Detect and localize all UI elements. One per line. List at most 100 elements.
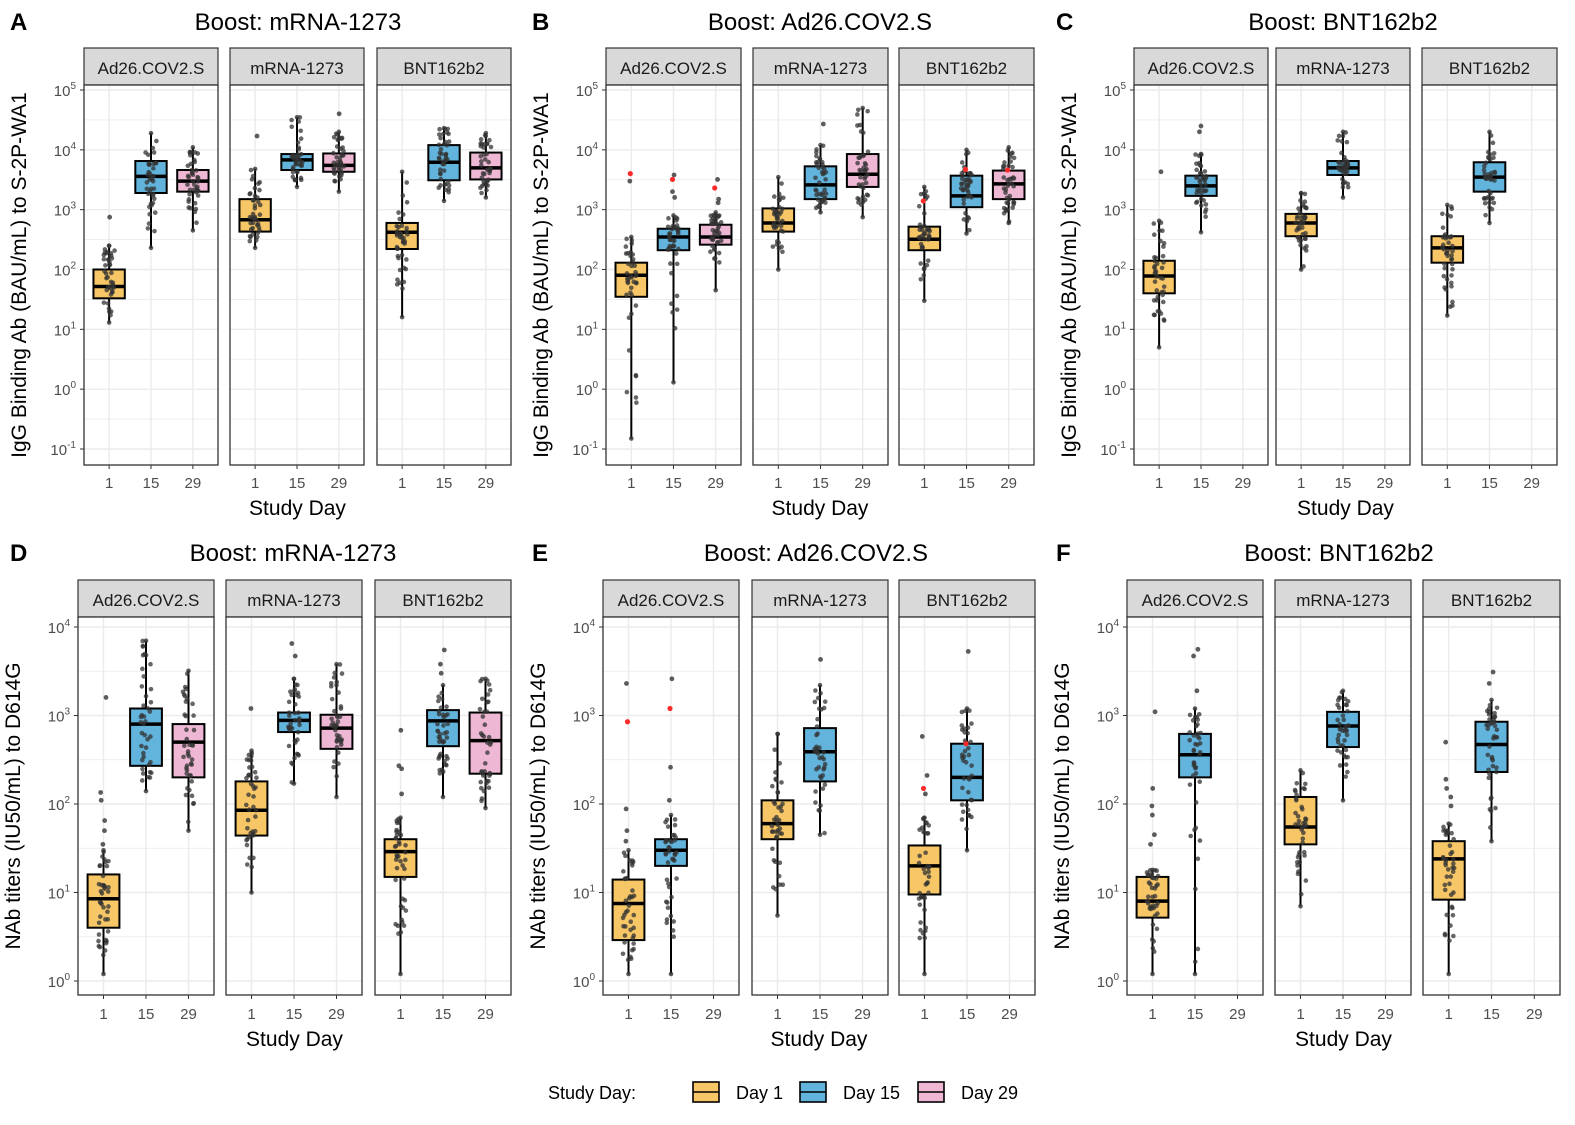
- data-point: [248, 167, 254, 173]
- data-point: [183, 699, 189, 704]
- data-point-outlier: [715, 177, 720, 182]
- data-point: [296, 753, 301, 758]
- data-point: [856, 197, 862, 202]
- data-point: [1440, 235, 1446, 240]
- data-point: [145, 737, 150, 742]
- data-point: [1494, 769, 1499, 775]
- x-axis-title: Study Day: [772, 497, 869, 520]
- facet-strip-label: Ad26.COV2.S: [1148, 59, 1255, 78]
- data-point: [715, 228, 720, 234]
- data-point: [247, 238, 253, 244]
- data-point: [1440, 211, 1445, 217]
- data-point: [1488, 808, 1494, 814]
- x-tick-label: 29: [1377, 1006, 1394, 1023]
- data-point: [148, 130, 154, 136]
- data-point: [671, 919, 676, 924]
- data-point: [478, 785, 484, 791]
- box-day15: [134, 130, 168, 251]
- data-point: [333, 727, 338, 733]
- data-point: [1161, 284, 1167, 289]
- x-tick-label: 1: [624, 1006, 632, 1023]
- data-point: [819, 159, 825, 165]
- data-point-outlier: [919, 734, 925, 739]
- facet-ad26-cov2-s: Ad26.COV2.S 1 15 29: [83, 47, 219, 492]
- facet-strip-label: BNT162b2: [402, 591, 483, 610]
- data-point: [633, 373, 639, 379]
- data-point: [860, 214, 865, 220]
- data-point: [1146, 880, 1152, 885]
- data-point: [190, 228, 196, 233]
- box-day1: [1283, 768, 1318, 909]
- data-point: [625, 957, 631, 963]
- data-point: [924, 881, 930, 886]
- data-point: [394, 865, 400, 871]
- data-point: [918, 920, 923, 925]
- data-point-outlier: [623, 838, 629, 844]
- data-point-outlier: [102, 818, 108, 823]
- x-tick-label: 29: [705, 1006, 722, 1023]
- data-point: [1203, 188, 1209, 193]
- data-point: [1195, 187, 1200, 193]
- data-point: [959, 817, 965, 822]
- box-day15: [1326, 129, 1360, 200]
- data-point-outlier: [965, 649, 971, 654]
- data-point: [185, 163, 191, 169]
- data-point: [192, 159, 198, 165]
- data-point-outlier: [1149, 812, 1155, 818]
- data-point: [286, 743, 292, 749]
- data-point: [143, 788, 149, 794]
- data-point: [781, 195, 786, 201]
- data-point: [959, 723, 965, 728]
- data-point: [338, 160, 344, 165]
- data-point: [293, 160, 299, 166]
- data-point: [770, 846, 775, 852]
- facet-strip: [374, 579, 512, 618]
- data-point: [676, 246, 681, 252]
- data-point: [774, 242, 780, 247]
- data-point: [1449, 849, 1455, 855]
- data-point: [251, 855, 256, 861]
- box-day1: [760, 731, 795, 918]
- data-point: [255, 195, 260, 200]
- data-point: [1007, 193, 1013, 199]
- box-day15: [129, 638, 163, 794]
- data-point: [438, 146, 444, 152]
- data-point-outlier: [624, 681, 629, 686]
- data-point: [666, 884, 672, 890]
- data-point: [252, 166, 258, 172]
- data-point-outlier: [669, 676, 675, 682]
- data-point: [298, 128, 304, 134]
- data-point: [441, 739, 447, 744]
- y-tick-label: 103: [573, 707, 596, 726]
- x-tick-label: 29: [1000, 475, 1017, 492]
- data-point: [151, 166, 156, 171]
- data-point: [814, 724, 820, 729]
- data-point: [295, 729, 301, 735]
- data-point: [771, 211, 777, 217]
- panel-border: [376, 84, 512, 466]
- data-point: [1294, 228, 1299, 233]
- data-point: [101, 952, 106, 958]
- data-point: [482, 761, 488, 766]
- data-point: [148, 245, 154, 251]
- x-tick-label: 1: [1445, 1006, 1453, 1023]
- data-point: [251, 794, 256, 799]
- data-point: [1445, 212, 1450, 218]
- data-point: [855, 160, 860, 166]
- data-point: [101, 300, 107, 305]
- data-point: [250, 220, 256, 226]
- data-point: [1192, 959, 1198, 965]
- data-point: [189, 779, 195, 784]
- data-point: [1010, 164, 1015, 170]
- data-point: [1448, 234, 1454, 239]
- data-point: [965, 730, 970, 736]
- y-tick-label: 103: [48, 707, 71, 726]
- data-point-outlier: [98, 797, 104, 803]
- y-tick-label: 104: [573, 618, 596, 637]
- data-point: [105, 929, 111, 934]
- data-point: [1492, 714, 1498, 719]
- data-point: [963, 151, 969, 157]
- data-point: [817, 832, 823, 837]
- data-point: [294, 692, 299, 698]
- y-axis-title: IgG Binding Ab (BAU/mL) to S-2P-WA1: [8, 92, 31, 458]
